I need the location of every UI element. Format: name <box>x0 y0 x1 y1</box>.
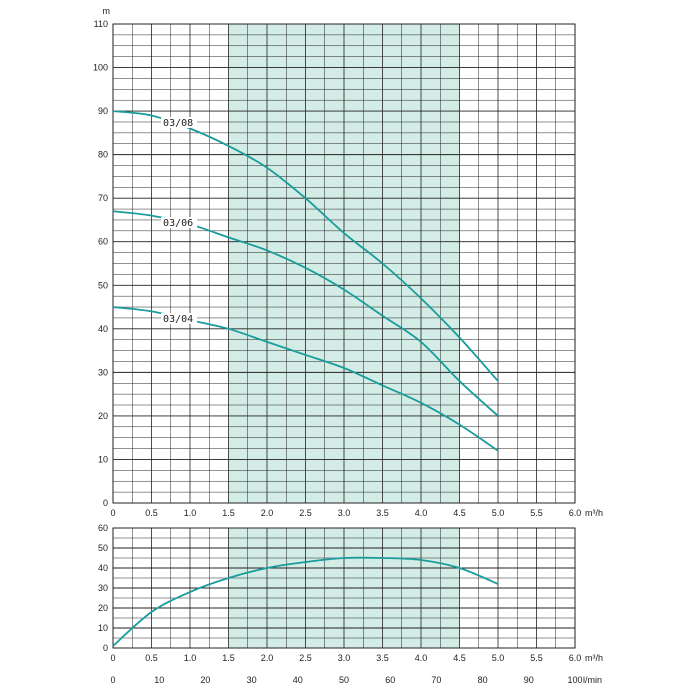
x-tick-label: 5.5 <box>530 508 543 518</box>
x2-tick-label: 20 <box>200 675 210 685</box>
y-tick-label: 40 <box>98 563 108 573</box>
x-tick-label: 2.5 <box>299 653 312 663</box>
x2-tick-label: 30 <box>247 675 257 685</box>
x-tick-label: 3.0 <box>338 653 351 663</box>
y-tick-label: 110 <box>94 19 108 29</box>
head-chart: 03/08 03/06 03/04 0 0.5 1.0 1.5 2.0 2.5 3.0 3.5 4.… <box>93 6 603 518</box>
x-tick-label: 1.0 <box>184 653 197 663</box>
y-tick-label: 0 <box>103 498 108 508</box>
x-tick-label: 4.0 <box>415 508 428 518</box>
curve-label-bg <box>161 217 198 229</box>
y-tick-label: 30 <box>98 367 108 377</box>
y-axis-label: m <box>103 6 111 16</box>
x2-tick-label: 40 <box>293 675 303 685</box>
x-tick-label: 1.0 <box>184 508 197 518</box>
y-tick-label: 90 <box>98 106 108 116</box>
y-tick-label: 30 <box>98 583 108 593</box>
y-tick-label: 50 <box>98 280 108 290</box>
x-tick-label: 5.5 <box>530 653 543 663</box>
x-tick-label: 1.5 <box>222 653 235 663</box>
x2-tick-label: 60 <box>385 675 395 685</box>
y-tick-label: 100 <box>93 63 108 73</box>
x-tick-label: 3.5 <box>376 653 389 663</box>
plot-frame <box>112 23 576 504</box>
y-tick-label: 60 <box>98 237 108 247</box>
y-tick-label: 40 <box>98 324 108 334</box>
x-tick-label: 3.0 <box>338 508 351 518</box>
curve-label: 03/06 <box>163 218 193 229</box>
y-tick-labels: 0 10 20 30 40 50 60 <box>98 523 108 653</box>
x-tick-labels: 0 0.5 1.0 1.5 2.0 2.5 3.0 3.5 4.0 4.5 5.0 5.5 6.0 <box>110 508 581 518</box>
x-tick-label: 4.5 <box>453 508 466 518</box>
x-tick-label: 2.0 <box>261 508 274 518</box>
x2-tick-label: 10 <box>154 675 164 685</box>
x-tick-label: 4.5 <box>453 653 466 663</box>
x-tick-label: 4.0 <box>415 653 428 663</box>
x-tick-label: 1.5 <box>222 508 235 518</box>
curve-label: 03/08 <box>163 118 193 129</box>
x2-tick-label: 80 <box>478 675 488 685</box>
x-tick-label: 3.5 <box>376 508 389 518</box>
x2-tick-label: 50 <box>339 675 349 685</box>
grid <box>112 527 576 649</box>
y-tick-label: 0 <box>103 643 108 653</box>
y-tick-label: 60 <box>98 523 108 533</box>
x-tick-label: 0.5 <box>145 508 158 518</box>
x-axis-label: m³/h <box>585 653 603 663</box>
y-tick-label: 10 <box>98 623 108 633</box>
y-tick-labels: 0 10 20 30 40 50 60 70 80 90 100 110 <box>93 19 108 508</box>
curve-label: 03/04 <box>163 314 193 325</box>
x-tick-label: 6.0 <box>569 653 582 663</box>
y-tick-label: 20 <box>98 603 108 613</box>
grid <box>112 23 576 504</box>
y-tick-label: 70 <box>98 193 108 203</box>
curves <box>112 556 499 647</box>
x-tick-label: 2.5 <box>299 508 312 518</box>
x-tick-label: 0 <box>110 508 115 518</box>
x-tick-label: 5.0 <box>492 508 505 518</box>
curve-power <box>112 556 499 647</box>
x-axis-label: m³/h <box>585 508 603 518</box>
curves: 03/08 03/06 03/04 <box>112 110 499 452</box>
curve-label-bg <box>161 116 198 128</box>
x-tick-label: 5.0 <box>492 653 505 663</box>
x2-axis-label: l/min <box>583 675 602 685</box>
x2-tick-labels: 0 10 20 30 40 50 60 70 80 90 100 <box>110 675 582 685</box>
y-tick-label: 10 <box>98 454 108 464</box>
x2-tick-label: 90 <box>524 675 534 685</box>
x2-tick-label: 100 <box>567 675 582 685</box>
y-tick-label: 50 <box>98 543 108 553</box>
power-chart: 0 0.5 1.0 1.5 2.0 2.5 3.0 3.5 4.0 4.5 5.0 5.5 6.0 0 1… <box>98 523 603 685</box>
x-tick-label: 6.0 <box>569 508 582 518</box>
curve-label-bg <box>161 312 198 324</box>
plot-frame <box>112 527 576 649</box>
y-tick-label: 20 <box>98 411 108 421</box>
x-tick-label: 0 <box>110 653 115 663</box>
x-tick-labels: 0 0.5 1.0 1.5 2.0 2.5 3.0 3.5 4.0 4.5 5.0 5.5 6.0 <box>110 653 581 663</box>
x2-tick-label: 70 <box>431 675 441 685</box>
x2-tick-label: 0 <box>110 675 115 685</box>
x-tick-label: 0.5 <box>145 653 158 663</box>
x-tick-label: 2.0 <box>261 653 274 663</box>
y-tick-label: 80 <box>98 150 108 160</box>
